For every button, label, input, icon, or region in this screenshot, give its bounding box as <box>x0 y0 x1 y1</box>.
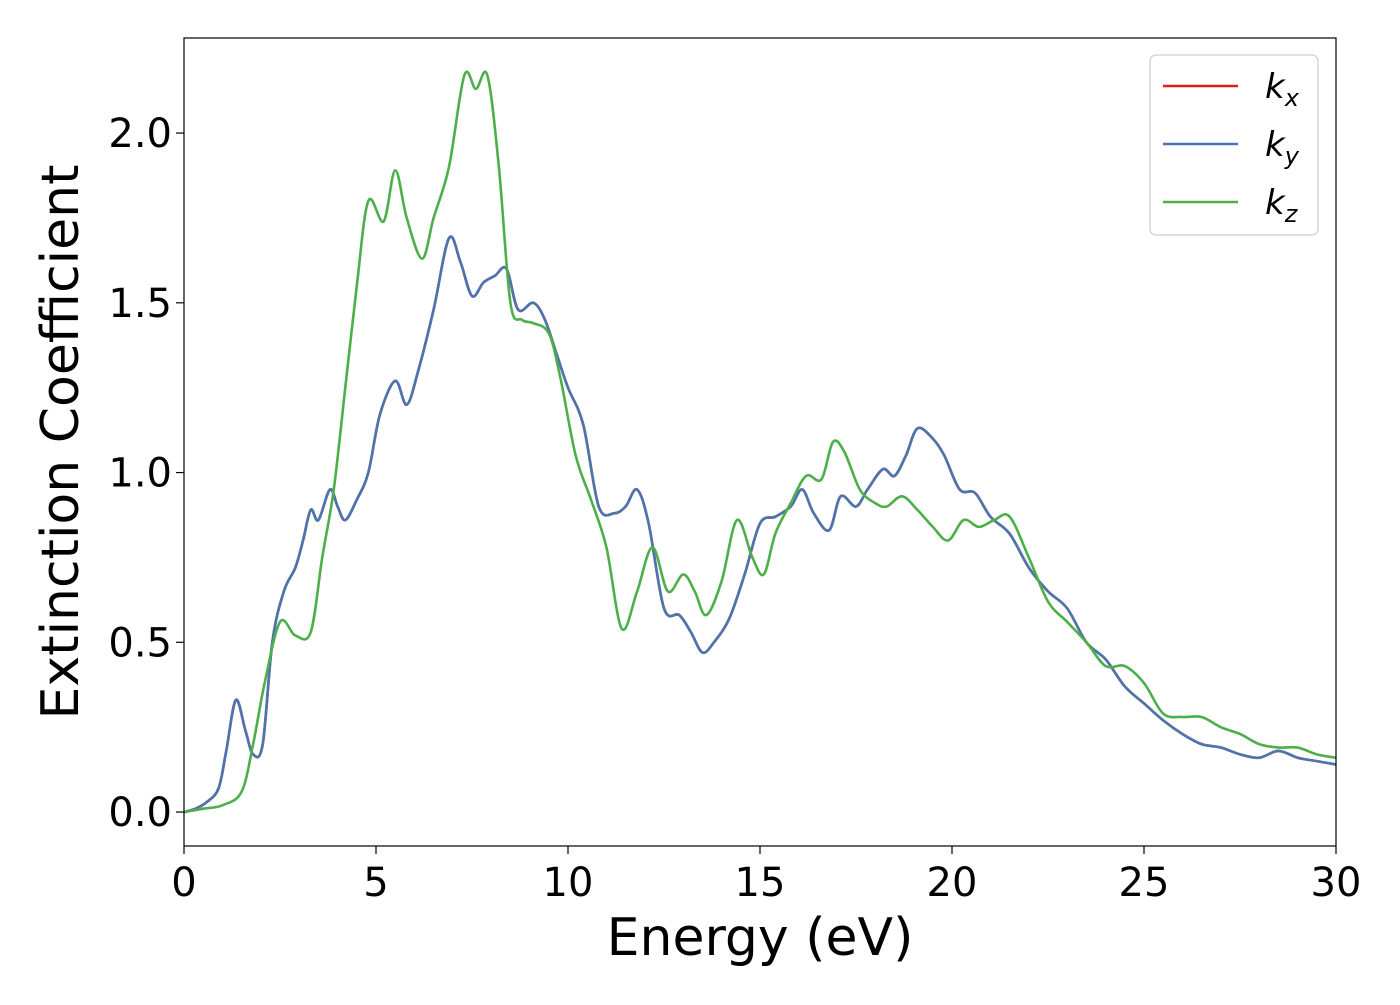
x-tick-label: 15 <box>735 860 786 906</box>
x-tick-label: 25 <box>1119 860 1170 906</box>
y-axis: 0.0 0.5 1.0 1.5 2.0 <box>108 111 184 836</box>
y-axis-title: Extinction Coefficient <box>31 165 91 720</box>
x-tick-label: 30 <box>1311 860 1362 906</box>
y-tick-label: 1.5 <box>108 281 172 327</box>
x-axis-title: Energy (eV) <box>607 908 914 968</box>
y-tick-label: 0.0 <box>108 790 172 836</box>
plot-area <box>184 38 1336 846</box>
x-tick-label: 5 <box>363 860 388 906</box>
y-tick-label: 2.0 <box>108 111 172 157</box>
x-tick-label: 0 <box>171 860 196 906</box>
x-axis: 0 5 10 15 20 25 30 <box>171 846 1361 906</box>
x-tick-label: 20 <box>927 860 978 906</box>
series-layer <box>183 70 1337 814</box>
x-tick-label: 10 <box>543 860 594 906</box>
series-line-k-z <box>183 70 1337 814</box>
series-line-k-y <box>183 235 1337 814</box>
y-tick-label: 0.5 <box>108 620 172 666</box>
y-tick-label: 1.0 <box>108 451 172 497</box>
